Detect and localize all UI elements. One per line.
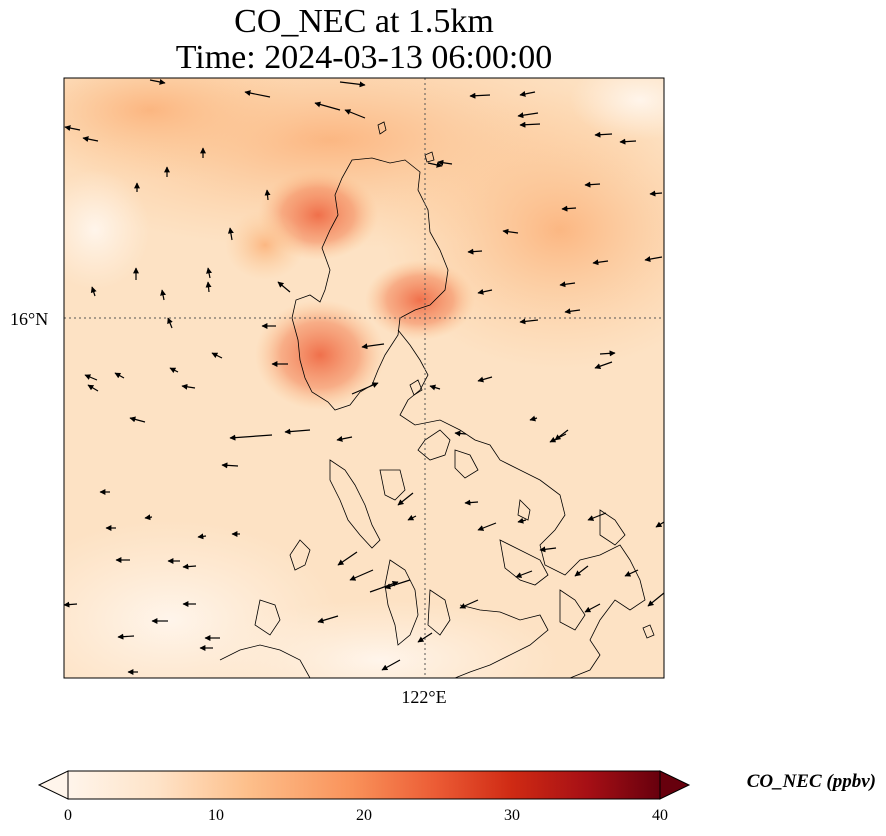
wind-arrow [502,228,519,235]
wind-arrow [314,101,341,111]
wind-arrow [336,435,353,442]
colorbar-high-extend [659,770,691,800]
wind-arrow [519,90,536,97]
wind-arrow [561,205,577,212]
wind-arrow [337,551,358,566]
gridlines [64,78,664,678]
wind-arrow [464,499,479,506]
wind-arrow [244,90,271,98]
wind-arrow [644,256,663,263]
wind-arrow [169,367,179,374]
wind-arrow [84,374,98,381]
wind-arrow [64,125,81,132]
wind-arrow [592,259,609,266]
wind-arrow [647,592,664,607]
map-title: CO_NEC at 1.5km Time: 2024-03-13 06:00:0… [64,4,664,76]
wind-arrow [649,190,663,197]
wind-arrow [197,533,207,540]
wind-arrow [264,189,271,201]
wind-arrow [559,281,576,288]
wind-arrow [381,659,401,671]
wind-arrow [517,112,539,119]
wind-arrow [90,286,97,297]
lat-label: 16°N [10,309,48,329]
wind-arrow [429,384,441,391]
wind-arrow [519,121,541,128]
wind-arrow [407,514,417,521]
wind-vectors [64,78,664,675]
wind-arrow [467,248,483,255]
wind-arrow [477,522,497,531]
wind-arrow [519,318,539,325]
wind-arrow [574,565,589,577]
wind-arrow [227,227,234,241]
title-line-1: CO_NEC at 1.5km [234,3,494,40]
wind-arrow [517,517,527,524]
map-frame [63,77,665,679]
wind-arrow [437,159,453,166]
wind-arrow [599,350,616,357]
wind-arrow [229,434,273,441]
wind-arrow [114,372,125,379]
colorbar-bar [67,770,661,800]
wind-arrow [655,521,664,528]
colorbar: 0 10 20 30 40 CO_NEC (ppbv) [37,770,876,824]
title-line-2: Time: 2024-03-13 06:00:00 [175,39,553,76]
wind-arrow [144,514,153,521]
wind-arrow [82,136,99,143]
colorbar-tick-20: 20 [356,807,372,824]
wind-arrow [459,599,479,609]
wind-arrow [317,615,339,624]
wind-arrow [584,181,601,188]
wind-arrow [344,109,366,119]
wind-arrow [339,81,366,88]
wind-arrow [167,317,173,329]
wind-arrow [594,131,613,138]
concentration-field [64,78,664,678]
wind-arrow [206,267,213,279]
wind-arrow [87,384,99,392]
wind-arrow [205,281,212,293]
wind-arrow [477,376,493,383]
wind-arrow [417,632,433,643]
lon-label: 122°E [401,687,446,707]
colorbar-tick-0: 0 [64,807,72,824]
wind-arrow [181,383,196,390]
colorbar-label: CO_NEC (ppbv) [747,771,876,792]
wind-arrow [349,569,374,581]
wind-arrow [549,433,567,443]
wind-arrow [619,138,637,145]
wind-arrow [624,569,639,577]
colorbar-tick-40: 40 [652,807,668,824]
wind-arrow [515,570,533,578]
wind-arrow [529,415,538,422]
colorbar-tick-30: 30 [504,807,520,824]
wind-arrow [539,546,557,553]
wind-arrow [351,382,379,395]
wind-arrow [477,288,493,295]
wind-arrow [587,512,607,521]
wind-arrow [117,633,135,640]
wind-arrow [454,430,467,437]
wind-arrow [397,492,414,506]
wind-arrow [149,78,166,85]
wind-arrow [564,308,581,315]
wind-arrow [211,352,223,359]
wind-arrow [284,428,311,435]
wind-arrow [361,343,385,350]
colorbar-low-extend [37,770,69,800]
wind-arrow [129,416,146,423]
wind-arrow [469,92,491,99]
wind-arrow [64,601,78,608]
colorbar-tick-10: 10 [208,807,224,824]
wind-arrow [182,563,197,570]
wind-arrow [594,361,613,370]
wind-arrow [277,281,291,293]
wind-arrow [369,580,399,593]
wind-arrow [160,289,167,301]
wind-arrow [584,603,601,613]
wind-arrow [221,462,239,469]
